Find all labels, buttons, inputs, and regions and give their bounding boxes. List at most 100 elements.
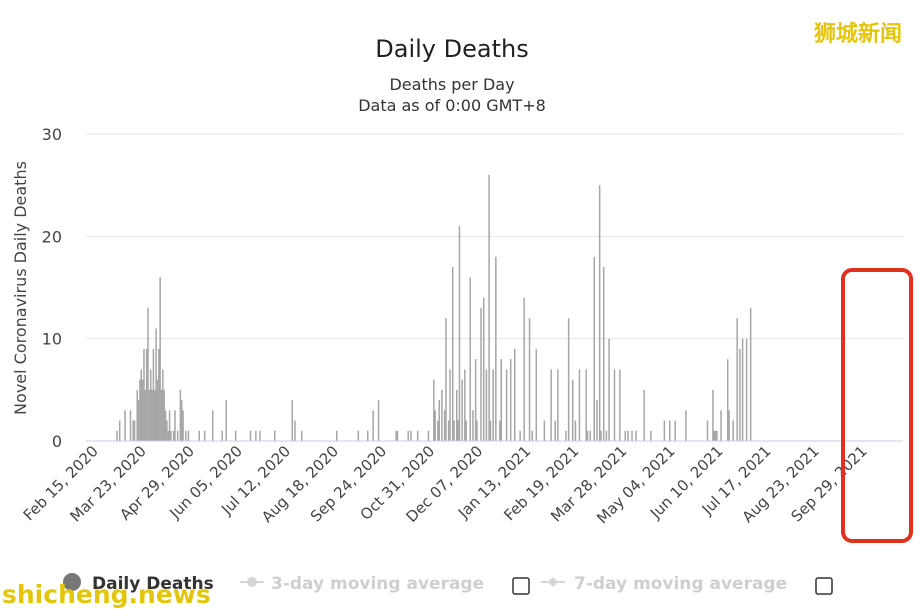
bar bbox=[377, 400, 380, 441]
bar bbox=[669, 420, 671, 441]
bar bbox=[441, 389, 443, 441]
bar bbox=[732, 420, 734, 441]
bar bbox=[499, 420, 501, 441]
bar bbox=[505, 369, 508, 441]
bar bbox=[624, 430, 627, 441]
bar bbox=[720, 410, 722, 441]
bar bbox=[627, 430, 629, 441]
bar bbox=[586, 430, 589, 441]
bar bbox=[141, 379, 144, 441]
y-tick-label: 30 bbox=[42, 125, 62, 144]
bar bbox=[608, 338, 610, 441]
bar bbox=[619, 369, 621, 441]
bar bbox=[152, 348, 155, 441]
bar bbox=[249, 430, 252, 441]
bar bbox=[443, 410, 446, 441]
chart-data-asof: Data as of 0:00 GMT+8 bbox=[358, 96, 546, 115]
bar bbox=[739, 348, 741, 441]
bar bbox=[438, 400, 440, 441]
bar bbox=[453, 420, 455, 441]
bar bbox=[589, 430, 591, 441]
chart-title: Daily Deaths bbox=[375, 35, 528, 63]
bar bbox=[557, 369, 559, 441]
legend-item-3-day-average[interactable]: 3-day moving average bbox=[240, 574, 484, 594]
bar bbox=[528, 318, 531, 441]
bar bbox=[203, 430, 206, 441]
bar bbox=[172, 430, 175, 441]
bar bbox=[543, 420, 546, 441]
bar bbox=[274, 430, 276, 441]
bar bbox=[116, 430, 118, 441]
bar bbox=[139, 379, 141, 441]
bar bbox=[427, 430, 430, 441]
checkbox-7-day[interactable] bbox=[815, 577, 833, 595]
bar bbox=[585, 369, 587, 441]
bar bbox=[140, 369, 143, 441]
bar bbox=[179, 389, 182, 441]
bar bbox=[713, 430, 715, 441]
bar bbox=[605, 430, 608, 441]
bar bbox=[155, 328, 157, 441]
bar bbox=[162, 369, 164, 441]
bar bbox=[509, 359, 512, 441]
bar bbox=[565, 430, 567, 441]
bar bbox=[396, 430, 399, 441]
checkbox-3-day[interactable] bbox=[512, 577, 530, 595]
bar bbox=[407, 430, 409, 441]
bar bbox=[598, 185, 601, 441]
legend-label-7-day: 7-day moving average bbox=[574, 574, 787, 594]
y-tick-label: 0 bbox=[52, 432, 62, 451]
gridlines bbox=[86, 133, 903, 340]
bar bbox=[600, 430, 602, 441]
bar bbox=[291, 400, 294, 441]
bar bbox=[685, 410, 687, 441]
bar bbox=[736, 318, 738, 441]
bar bbox=[523, 297, 525, 441]
bar bbox=[674, 420, 676, 441]
bar bbox=[488, 174, 490, 441]
legend: Daily Deaths 3-day moving average 7-day … bbox=[63, 573, 833, 595]
bar bbox=[535, 348, 538, 441]
bar bbox=[300, 430, 303, 441]
bar bbox=[160, 389, 163, 441]
legend-item-daily-deaths[interactable]: Daily Deaths bbox=[63, 573, 214, 594]
bar bbox=[174, 410, 176, 441]
bar bbox=[164, 410, 167, 441]
bar bbox=[163, 389, 165, 441]
y-tick-label: 20 bbox=[42, 227, 62, 246]
bar bbox=[170, 430, 172, 441]
bar bbox=[464, 369, 466, 441]
bar bbox=[726, 359, 729, 441]
bar bbox=[167, 430, 169, 441]
bar bbox=[476, 420, 478, 441]
bar bbox=[469, 277, 471, 441]
bar bbox=[145, 348, 148, 441]
bar bbox=[149, 369, 152, 441]
bar bbox=[489, 420, 492, 441]
legend-label-3-day: 3-day moving average bbox=[271, 574, 484, 594]
bar bbox=[166, 420, 168, 441]
bar bbox=[712, 389, 714, 441]
bar bbox=[185, 430, 187, 441]
bar bbox=[472, 410, 474, 441]
bar bbox=[211, 410, 214, 441]
bar bbox=[154, 389, 156, 441]
bar bbox=[395, 430, 397, 441]
bar bbox=[136, 389, 138, 441]
bar bbox=[602, 267, 605, 441]
bar bbox=[465, 420, 467, 441]
legend-item-7-day-average[interactable]: 7-day moving average bbox=[541, 574, 787, 594]
bar bbox=[457, 420, 459, 441]
bar bbox=[225, 400, 227, 441]
chart-subtitle: Deaths per Day bbox=[389, 75, 514, 94]
bar bbox=[434, 410, 436, 441]
bar bbox=[461, 379, 463, 441]
y-axis-label: Novel Coronavirus Daily Deaths bbox=[11, 161, 30, 415]
bar bbox=[631, 430, 633, 441]
bar bbox=[445, 318, 447, 441]
bar bbox=[198, 430, 200, 441]
bars bbox=[116, 174, 752, 441]
bar bbox=[372, 410, 374, 441]
